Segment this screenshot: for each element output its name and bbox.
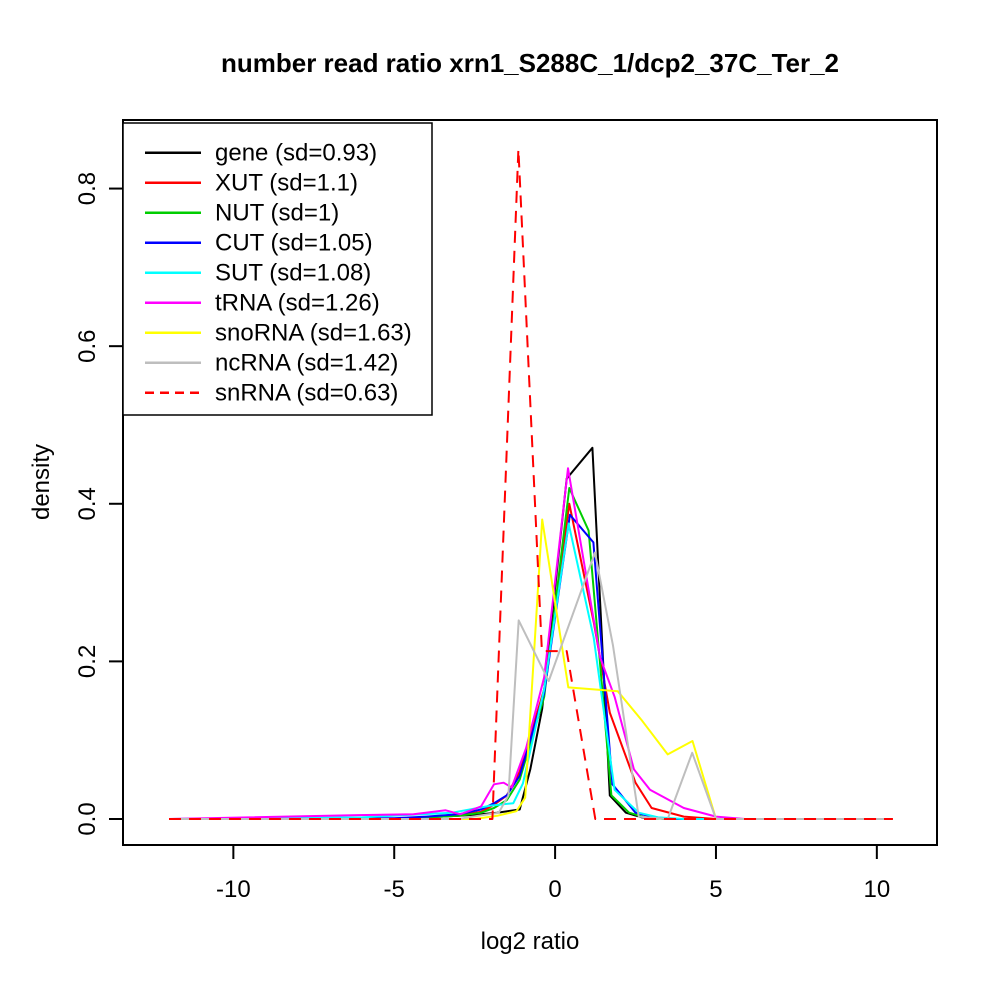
legend-label-XUT: XUT (sd=1.1) [215, 170, 358, 197]
series-line-snoRNA [169, 518, 893, 820]
legend-label-NUT: NUT (sd=1) [215, 200, 339, 227]
x-axis-label: log2 ratio [480, 928, 580, 955]
legend-label-ncRNA: ncRNA (sd=1.42) [215, 350, 398, 377]
y-tick-label: 0.6 [74, 329, 101, 362]
series-line-gene [169, 446, 893, 820]
x-tick-label: -10 [216, 876, 251, 903]
legend-label-snRNA: snRNA (sd=0.63) [215, 380, 398, 407]
legend-label-CUT: CUT (sd=1.05) [215, 230, 373, 257]
y-axis-label-text: density [28, 443, 55, 521]
plot-box [122, 119, 938, 846]
x-tick-label: 5 [709, 876, 722, 903]
x-tick-label: 0 [548, 876, 561, 903]
legend-label-gene: gene (sd=0.93) [215, 140, 377, 167]
series-line-SUT [168, 522, 893, 820]
y-tick-label: 0.2 [74, 645, 101, 678]
x-tick-label: 10 [863, 876, 890, 903]
y-tick-label: 0.4 [74, 487, 101, 520]
x-tick-label: -5 [384, 876, 405, 903]
y-tick-label: 0.0 [74, 802, 101, 835]
legend-box [122, 122, 433, 416]
chart-title: number read ratio xrn1_S288C_1/dcp2_37C_… [220, 48, 840, 78]
series-line-ncRNA [169, 551, 893, 820]
legend-label-tRNA: tRNA (sd=1.26) [215, 290, 380, 317]
legend-label-snoRNA: snoRNA (sd=1.63) [215, 320, 412, 347]
legend-label-SUT: SUT (sd=1.08) [215, 260, 371, 287]
series-line-NUT [169, 487, 893, 820]
y-tick-label: 0.8 [74, 172, 101, 205]
series-line-XUT [169, 502, 893, 820]
series-line-CUT [168, 513, 893, 820]
series-line-tRNA [168, 467, 893, 820]
series-line-snRNA [169, 148, 893, 820]
